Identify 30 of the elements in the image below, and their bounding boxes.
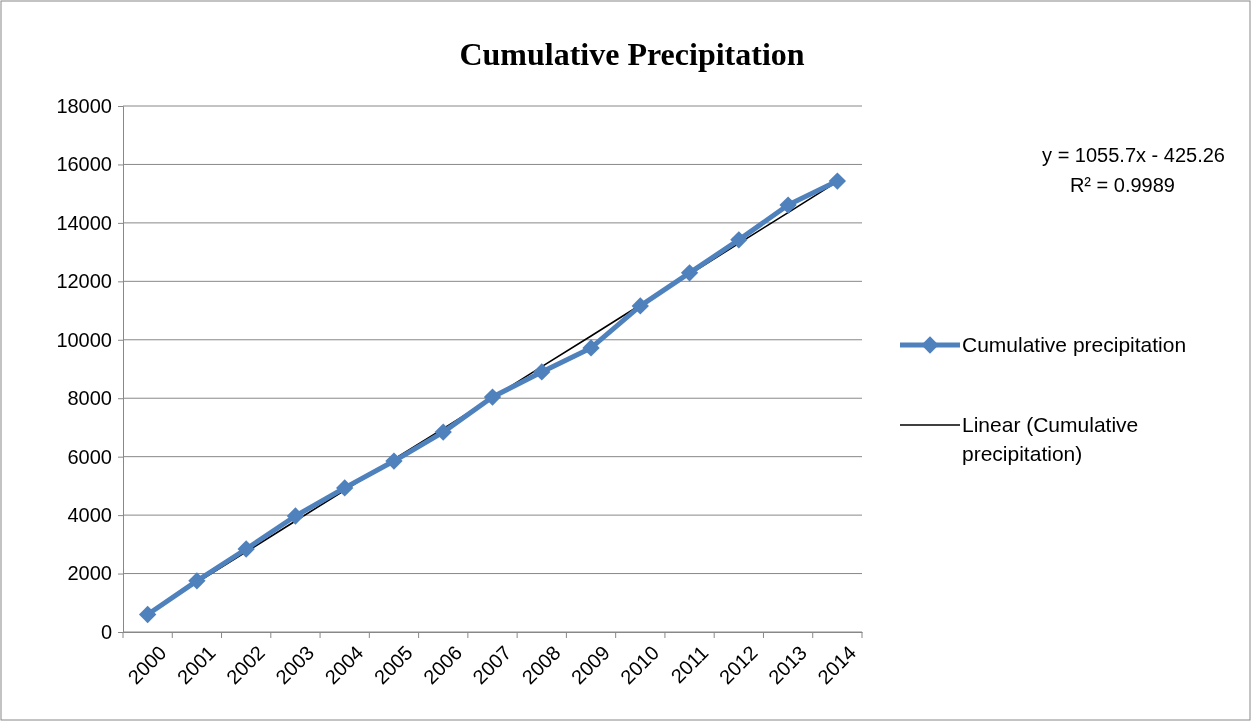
y-tick-label: 2000 bbox=[67, 562, 112, 585]
y-tick-label: 8000 bbox=[67, 387, 112, 410]
point bbox=[385, 452, 403, 470]
text: y = 1055.7x - 425.26 bbox=[1042, 144, 1225, 166]
y-tick-label: 6000 bbox=[67, 445, 112, 468]
point bbox=[138, 605, 157, 624]
y-tick-label: 10000 bbox=[56, 328, 112, 351]
point bbox=[828, 172, 847, 190]
chart-title: Cumulative Precipitation bbox=[459, 36, 805, 72]
point bbox=[434, 423, 452, 441]
point bbox=[237, 540, 255, 558]
point bbox=[730, 231, 748, 249]
legend-label: Linear (Cumulative precipitation) bbox=[962, 413, 1139, 466]
point bbox=[286, 507, 305, 525]
y-tick-label: 0 bbox=[100, 620, 112, 643]
y-tick-label: 18000 bbox=[56, 94, 112, 117]
point bbox=[483, 388, 502, 406]
point bbox=[779, 196, 797, 214]
point bbox=[533, 363, 551, 381]
text: R² = 0.9989 bbox=[1069, 174, 1175, 196]
y-tick-label: 4000 bbox=[67, 504, 112, 527]
y-tick-label: 12000 bbox=[56, 270, 112, 293]
point bbox=[631, 297, 649, 315]
point bbox=[680, 264, 699, 282]
point bbox=[582, 339, 600, 357]
y-tick-label: 16000 bbox=[56, 153, 112, 176]
point bbox=[188, 572, 206, 590]
point bbox=[336, 479, 354, 497]
legend-label: Cumulative precipitation bbox=[962, 333, 1187, 356]
y-tick-label: 14000 bbox=[56, 211, 112, 234]
